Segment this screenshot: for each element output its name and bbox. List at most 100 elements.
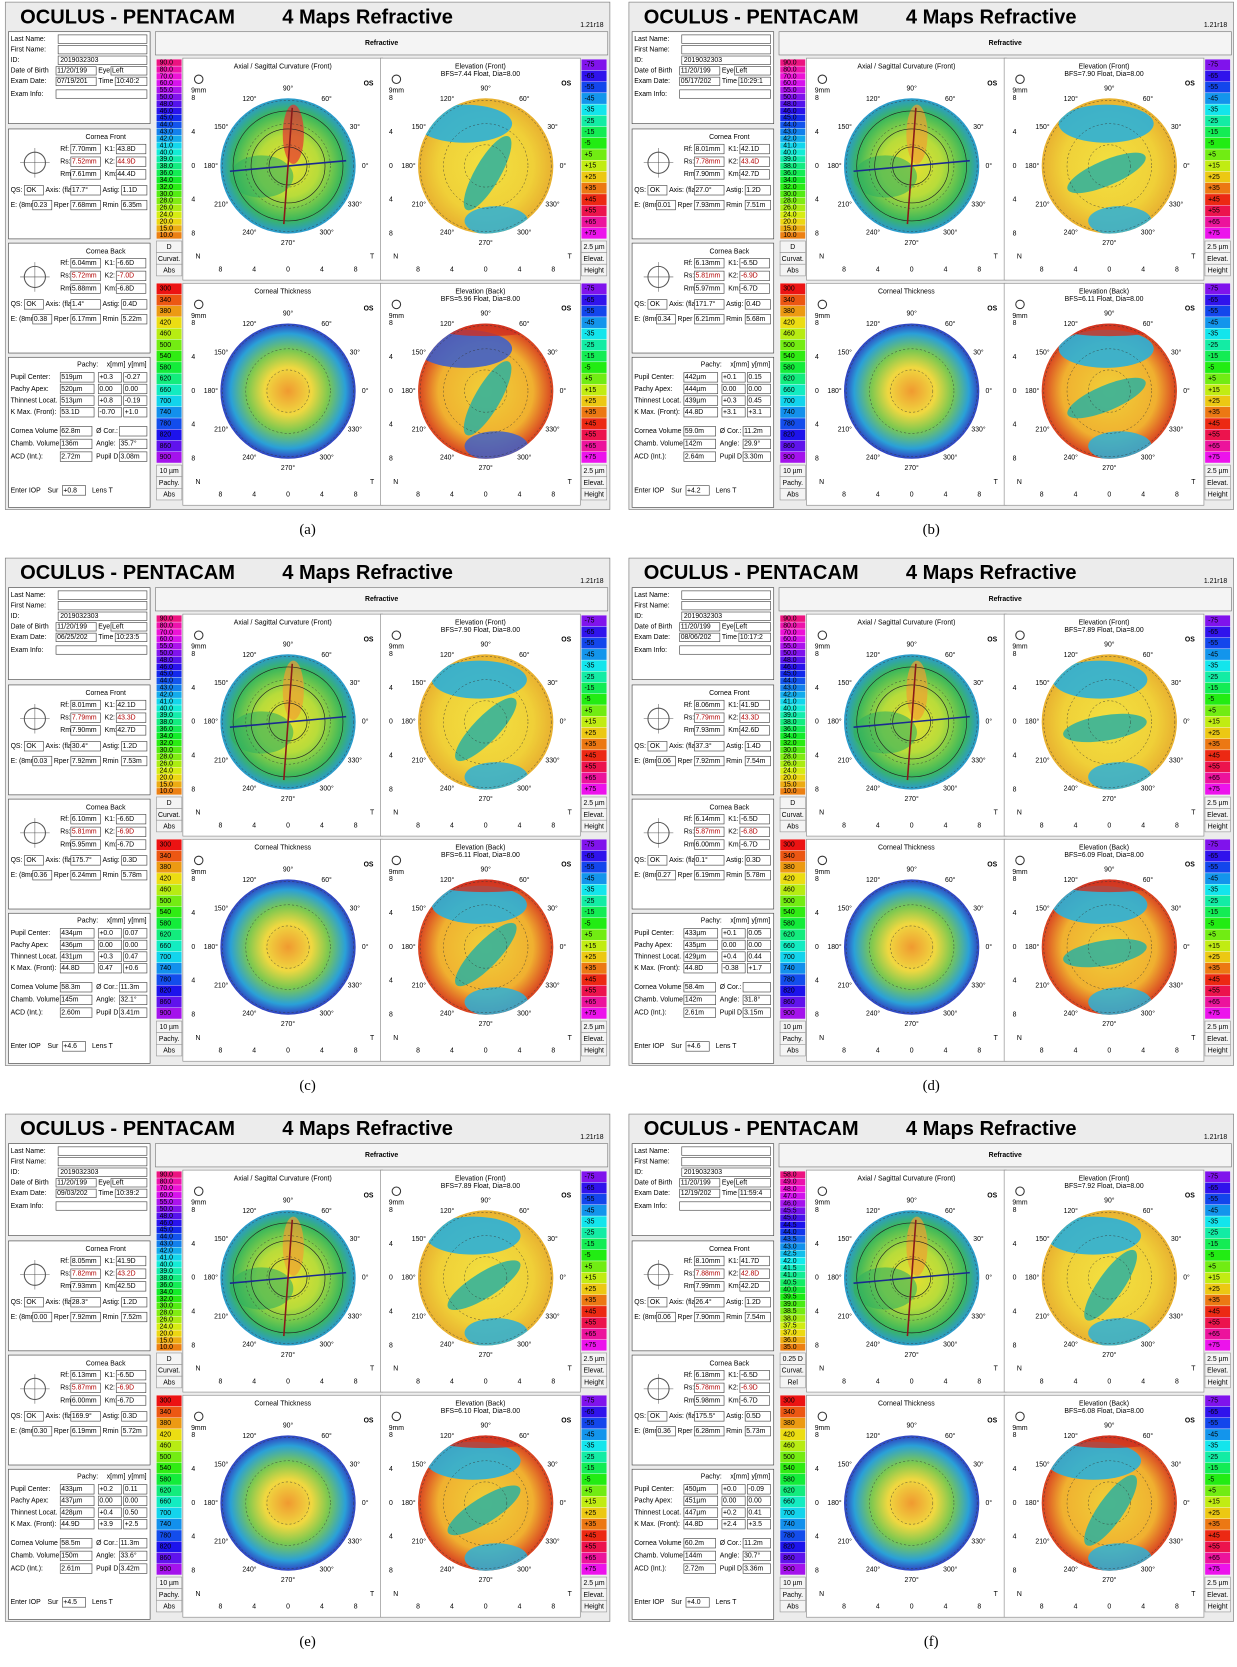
map-disc	[844, 323, 979, 458]
y-tick: 4	[1013, 910, 1017, 917]
value: +0.0	[99, 930, 113, 937]
x-tick: 4	[1141, 1378, 1145, 1385]
scale-unit: 2.5 µm	[583, 1024, 604, 1031]
label: First Name:	[634, 46, 670, 53]
angle-label: 60°	[321, 1432, 332, 1440]
value: 44.9D	[61, 1521, 79, 1528]
angle-label: 60°	[519, 651, 530, 659]
value: 11/20/199	[681, 68, 711, 75]
angle-label: 210°	[1035, 425, 1049, 433]
title: 4 Maps Refractive	[282, 1118, 453, 1140]
value: 0.44	[748, 953, 762, 960]
value: 33.6°	[120, 1552, 136, 1560]
label: Thinnest Locat.	[634, 953, 681, 960]
scale-label: -5	[585, 140, 591, 147]
angle-label: 270°	[1102, 464, 1116, 472]
zoom-label: 9mm	[191, 313, 207, 320]
value: 2019032303	[684, 613, 722, 620]
value: OK	[650, 1299, 660, 1306]
angle-label: 90°	[1104, 85, 1115, 93]
x-tick: 0	[484, 1378, 488, 1385]
y-tick: 8	[389, 786, 393, 793]
value: 447µm	[685, 1509, 706, 1516]
value: 0.01	[657, 202, 671, 209]
value: 11/20/199	[57, 624, 87, 631]
angle-label: 30°	[350, 348, 361, 356]
scale-label: -15	[1208, 129, 1218, 136]
angle-label: 300°	[320, 785, 334, 793]
eye-label: OS	[561, 80, 571, 87]
angle-label: 150°	[1035, 904, 1049, 912]
angle-label: 30°	[1171, 1460, 1182, 1468]
angle-label: 330°	[545, 425, 559, 433]
y-tick: 0	[815, 944, 819, 951]
label: Rf:	[684, 816, 693, 823]
y-tick: 8	[389, 95, 393, 102]
x-tick: 4	[252, 491, 256, 498]
scale-label: 48.0	[783, 1186, 797, 1193]
y-tick: 0	[389, 719, 393, 726]
scale-label: 45.0	[783, 1215, 797, 1222]
x-tick: 8	[1175, 1378, 1179, 1385]
map-bfs: BFS=7.89 Float, Dia=8.00	[441, 1183, 520, 1190]
scale-label: +55	[585, 1544, 597, 1551]
angle-label: 90°	[906, 85, 917, 93]
angle-label: 300°	[320, 1566, 334, 1574]
y-tick: 4	[1013, 753, 1017, 760]
y-tick: 0	[191, 944, 195, 951]
title: 4 Maps Refractive	[906, 6, 1077, 28]
eye-label: OS	[1185, 305, 1195, 312]
y-tick: 4	[815, 1309, 819, 1316]
angle-label: 210°	[214, 1537, 228, 1545]
y-tick: 8	[191, 1432, 195, 1439]
angle-label: 30°	[547, 1235, 558, 1243]
scale-label: +25	[1208, 954, 1220, 961]
box	[58, 601, 147, 609]
angle-label: 330°	[348, 981, 362, 989]
zoom-label: 9mm	[191, 88, 207, 95]
value: 11/20/199	[681, 624, 711, 631]
map-title: Axial / Sagittal Curvature (Front)	[857, 1175, 955, 1182]
label: Angle:	[96, 1553, 116, 1560]
angle-label: 150°	[214, 123, 228, 131]
map-title: Corneal Thickness	[254, 289, 311, 296]
scale-label: -5	[1208, 140, 1214, 147]
label: Rf:	[60, 260, 69, 267]
label: ID:	[11, 613, 20, 620]
label: Eye:	[722, 624, 736, 631]
value: 6.24mm	[72, 872, 97, 879]
scale-label: +15	[1208, 163, 1220, 170]
x-tick: 4	[450, 1047, 454, 1054]
scale-label: -75	[585, 1398, 595, 1405]
scale-label: -25	[1208, 1230, 1218, 1237]
label: K2:	[105, 829, 115, 836]
angle-label: 30°	[1171, 1235, 1182, 1243]
scale-label: 460	[160, 887, 172, 894]
angle-label: 300°	[517, 1010, 531, 1018]
angle-label: 0°	[362, 1274, 369, 1282]
angle-label: 60°	[945, 95, 956, 103]
scale-unit: 10 µm	[160, 468, 179, 475]
scale-unit: Abs	[163, 1379, 175, 1386]
label: Km:	[728, 841, 740, 848]
label: Rmin	[726, 758, 742, 765]
scale-unit: Elevat.	[584, 1036, 605, 1043]
y-tick: 0	[389, 163, 393, 170]
angle-label: 0°	[1183, 943, 1190, 951]
value: -6.5D	[741, 816, 758, 823]
value: 0.3D	[746, 857, 761, 864]
scale-label: 500	[160, 342, 172, 349]
value: 44.8D	[685, 965, 703, 972]
y-tick: 4	[815, 753, 819, 760]
label: Rs:	[60, 273, 70, 280]
value: 2019032303	[684, 1169, 722, 1176]
y-tick: 4	[389, 422, 393, 429]
label: Eye:	[98, 68, 112, 75]
scale-label: 45.5	[783, 1208, 797, 1215]
y-tick: 0	[815, 1500, 819, 1507]
y-tick: 4	[191, 910, 195, 917]
y-tick: 8	[389, 1342, 393, 1349]
label: Chamb. Volume	[11, 441, 60, 448]
scale-label: +65	[1208, 219, 1220, 226]
scale-label: 700	[160, 398, 172, 405]
